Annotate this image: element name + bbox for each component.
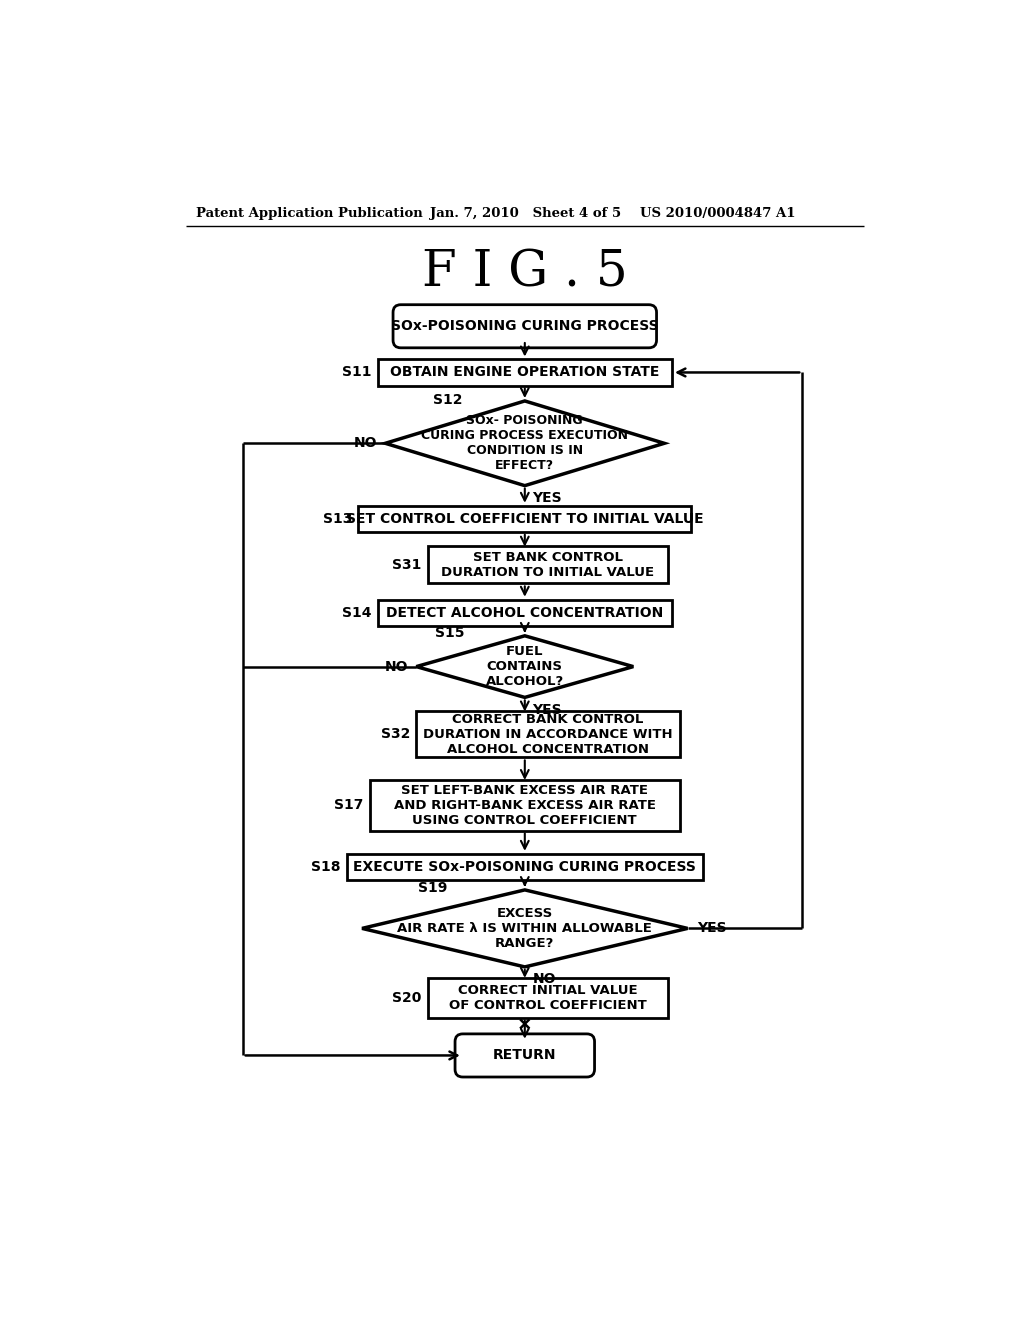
Text: S32: S32: [381, 727, 410, 742]
Text: NO: NO: [354, 437, 378, 450]
Text: S12: S12: [433, 393, 463, 407]
Text: S19: S19: [418, 882, 447, 895]
Text: S14: S14: [342, 606, 372, 619]
FancyBboxPatch shape: [455, 1034, 595, 1077]
Text: S20: S20: [392, 991, 422, 1005]
Text: DETECT ALCOHOL CONCENTRATION: DETECT ALCOHOL CONCENTRATION: [386, 606, 664, 619]
Text: CORRECT INITIAL VALUE
OF CONTROL COEFFICIENT: CORRECT INITIAL VALUE OF CONTROL COEFFIC…: [450, 983, 647, 1011]
Text: EXCESS
AIR RATE λ IS WITHIN ALLOWABLE
RANGE?: EXCESS AIR RATE λ IS WITHIN ALLOWABLE RA…: [397, 907, 652, 950]
Bar: [428, 546, 669, 583]
Text: YES: YES: [532, 491, 562, 506]
Polygon shape: [362, 890, 687, 966]
Text: YES: YES: [697, 921, 726, 936]
Text: YES: YES: [532, 702, 562, 717]
Text: CORRECT BANK CONTROL
DURATION IN ACCORDANCE WITH
ALCOHOL CONCENTRATION: CORRECT BANK CONTROL DURATION IN ACCORDA…: [423, 713, 673, 756]
Text: S18: S18: [311, 859, 340, 874]
Text: RETURN: RETURN: [493, 1048, 557, 1063]
Text: SOx- POISONING
CURING PROCESS EXECUTION
CONDITION IS IN
EFFECT?: SOx- POISONING CURING PROCESS EXECUTION …: [421, 414, 629, 473]
Text: Jan. 7, 2010   Sheet 4 of 5: Jan. 7, 2010 Sheet 4 of 5: [430, 207, 622, 220]
Text: S17: S17: [334, 799, 364, 812]
Text: FUEL
CONTAINS
ALCOHOL?: FUEL CONTAINS ALCOHOL?: [485, 645, 564, 688]
Text: S15: S15: [435, 626, 464, 640]
Text: OBTAIN ENGINE OPERATION STATE: OBTAIN ENGINE OPERATION STATE: [390, 366, 659, 379]
Text: NO: NO: [385, 660, 409, 673]
Text: EXECUTE SOx-POISONING CURING PROCESS: EXECUTE SOx-POISONING CURING PROCESS: [353, 859, 696, 874]
Text: F I G . 5: F I G . 5: [422, 248, 628, 297]
Polygon shape: [385, 401, 665, 486]
Text: SET BANK CONTROL
DURATION TO INITIAL VALUE: SET BANK CONTROL DURATION TO INITIAL VAL…: [441, 550, 654, 579]
FancyBboxPatch shape: [393, 305, 656, 348]
Text: SET LEFT-BANK EXCESS AIR RATE
AND RIGHT-BANK EXCESS AIR RATE
USING CONTROL COEFF: SET LEFT-BANK EXCESS AIR RATE AND RIGHT-…: [394, 784, 655, 826]
Bar: [417, 711, 680, 758]
Text: S13: S13: [323, 512, 352, 525]
Bar: [346, 854, 703, 880]
Text: S31: S31: [392, 558, 422, 572]
Text: Patent Application Publication: Patent Application Publication: [197, 207, 423, 220]
Bar: [370, 780, 680, 830]
Text: SET CONTROL COEFFICIENT TO INITIAL VALUE: SET CONTROL COEFFICIENT TO INITIAL VALUE: [346, 512, 703, 525]
Text: US 2010/0004847 A1: US 2010/0004847 A1: [640, 207, 795, 220]
Text: NO: NO: [532, 973, 556, 986]
Bar: [428, 978, 669, 1018]
Bar: [358, 506, 691, 532]
Polygon shape: [417, 636, 633, 697]
Bar: [378, 359, 672, 385]
Text: SOx-POISONING CURING PROCESS: SOx-POISONING CURING PROCESS: [391, 319, 658, 333]
Text: S11: S11: [342, 366, 372, 379]
Bar: [378, 599, 672, 626]
